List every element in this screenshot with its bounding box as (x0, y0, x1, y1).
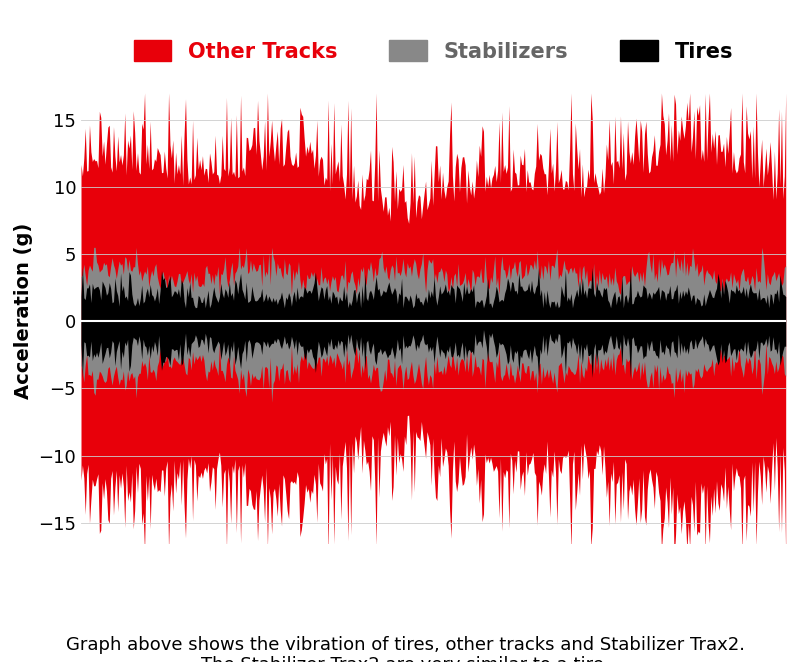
Legend: Other Tracks, Stabilizers, Tires: Other Tracks, Stabilizers, Tires (123, 30, 744, 72)
Text: Graph above shows the vibration of tires, other tracks and Stabilizer Trax2.
The: Graph above shows the vibration of tires… (66, 636, 744, 662)
Y-axis label: Acceleration (g): Acceleration (g) (14, 223, 32, 399)
